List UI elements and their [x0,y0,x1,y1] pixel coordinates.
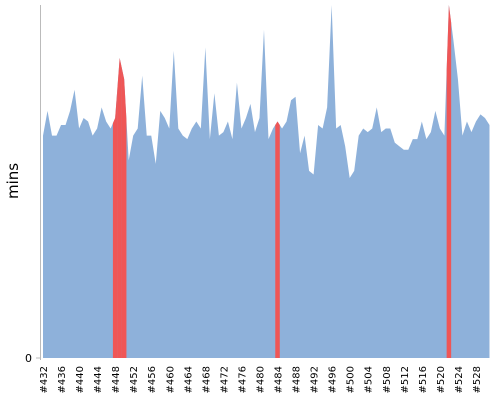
x-tick-label: #464 [183,366,194,393]
x-tick-label: #524 [454,366,465,393]
x-tick-label: #448 [111,366,122,393]
x-tick-label: #456 [147,366,158,393]
x-tick-label: #432 [39,366,50,393]
y-axis-label: mins [4,163,22,199]
x-tick-label: #520 [436,366,447,393]
x-tick-label: #492 [310,366,321,393]
x-tick-label: #468 [201,366,212,393]
x-tick-label: #452 [129,366,140,393]
x-tick-label: #484 [274,366,285,393]
x-tick-label: #480 [255,366,266,393]
highlight-segment [446,5,452,358]
highlight-segment [117,57,122,358]
highlight-segment [121,68,127,358]
plot-area [43,5,490,358]
x-tick-label: #444 [93,366,104,393]
x-tick-label: #516 [418,366,429,393]
highlight-segment [275,121,280,358]
x-tick-label: #528 [472,366,483,393]
x-tick-label: #460 [165,366,176,393]
x-tick-label: #472 [219,366,230,393]
x-tick-label: #508 [382,366,393,393]
x-tick-label: #496 [328,366,339,393]
x-tick-label: #440 [75,366,86,393]
x-tick-label: #500 [346,366,357,393]
highlight-segment [112,87,118,358]
x-tick-label: #512 [400,366,411,393]
x-tick-label: #504 [364,366,375,393]
x-tick-label: #476 [237,366,248,393]
y-tick-label: 0 [25,352,32,365]
area [43,5,490,358]
x-tick-label: #436 [57,366,68,393]
x-tick-label: #488 [292,366,303,393]
